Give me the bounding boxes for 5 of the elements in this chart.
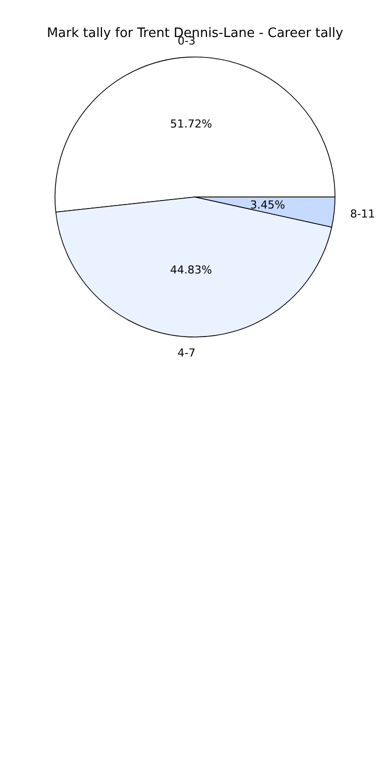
data-label: 44.83% (170, 263, 212, 276)
data-label: 3.45% (250, 198, 286, 212)
data-label: 51.72% (170, 118, 212, 131)
slice-label: 4-7 (178, 346, 196, 360)
slice-label: 8-11 (350, 207, 376, 220)
